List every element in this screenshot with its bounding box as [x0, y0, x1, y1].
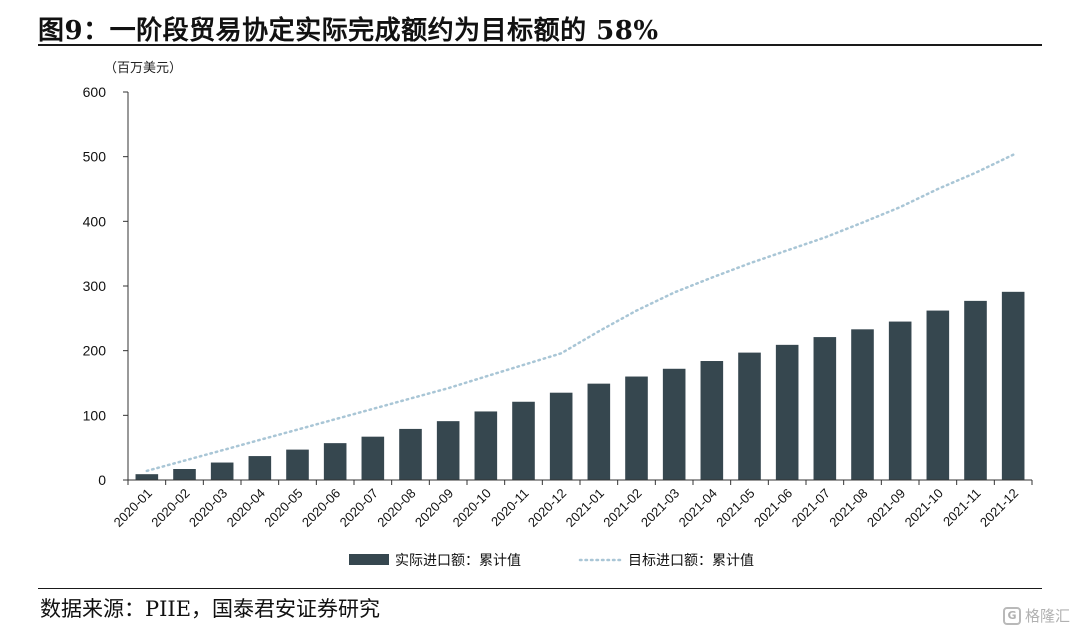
watermark: G 格隆汇 — [1002, 605, 1070, 626]
legend-bar-label: 实际进口额：累计值 — [395, 552, 521, 568]
bar-2020-11 — [512, 401, 535, 480]
x-tick-label: 2021-01 — [563, 486, 607, 530]
bar-2020-02 — [173, 469, 196, 480]
y-axis: 0 100 200 300 400 500 600 — [83, 84, 129, 488]
bar-2020-03 — [210, 462, 234, 480]
x-tick-label: 2020-06 — [299, 486, 343, 530]
legend-bar-swatch — [349, 554, 389, 565]
x-tick-label: 2021-09 — [864, 486, 908, 530]
y-unit-label: （百万美元） — [104, 60, 182, 75]
bar-2021-01 — [587, 383, 611, 480]
bar-2020-04 — [248, 456, 272, 480]
x-tick-label: 2021-07 — [789, 486, 833, 530]
watermark-logo-icon: G — [1002, 606, 1021, 625]
bar-2021-12 — [1001, 291, 1025, 480]
chart-area: （百万美元） 0 100 200 300 400 500 600 2020-01 2020-0… — [0, 46, 1080, 586]
x-tick-label: 2021-02 — [600, 486, 644, 530]
bar-2021-07 — [813, 337, 837, 480]
x-tick-label: 2020-09 — [412, 486, 456, 530]
bar-2020-12 — [549, 392, 573, 480]
y-tick-label: 600 — [83, 84, 107, 100]
bar-2020-06 — [323, 443, 347, 480]
x-tick-label: 2020-08 — [374, 486, 418, 530]
x-tick-label: 2021-11 — [940, 486, 984, 530]
title-bar: 图9：一阶段贸易协定实际完成额约为目标额的 58% — [38, 6, 1042, 46]
bar-2021-03 — [662, 368, 686, 480]
target-line-series — [145, 153, 1015, 473]
bar-2021-09 — [888, 321, 912, 480]
bar-2020-08 — [399, 428, 422, 480]
y-tick-label: 300 — [83, 278, 107, 294]
legend-line-label: 目标进口额：累计值 — [628, 552, 754, 568]
bar-series — [135, 291, 1025, 480]
y-tick-label: 400 — [83, 213, 107, 229]
x-tick-label: 2020-01 — [111, 486, 155, 530]
x-tick-label: 2020-07 — [337, 486, 381, 530]
bar-2020-01 — [135, 474, 159, 480]
x-tick-label: 2021-03 — [638, 486, 682, 530]
watermark-text: 格隆汇 — [1024, 607, 1070, 625]
y-tick-label: 200 — [83, 343, 107, 359]
y-tick-label: 0 — [98, 472, 106, 488]
bar-2021-11 — [964, 300, 987, 480]
x-tick-label: 2020-05 — [261, 486, 305, 530]
x-tick-label: 2020-04 — [224, 486, 268, 530]
bar-2021-02 — [625, 376, 648, 480]
x-tick-label: 2020-12 — [525, 486, 569, 530]
y-tick-label: 500 — [83, 149, 107, 165]
x-tick-label: 2021-04 — [676, 486, 720, 530]
bar-2020-07 — [361, 436, 385, 480]
target-line — [145, 153, 1015, 473]
x-tick-label: 2021-10 — [902, 486, 946, 530]
x-tick-label: 2020-02 — [148, 486, 192, 530]
x-tick-label: 2020-11 — [488, 486, 532, 530]
x-tick-label: 2020-10 — [450, 486, 494, 530]
legend: 实际进口额：累计值 目标进口额：累计值 — [349, 552, 754, 568]
bar-2021-06 — [775, 344, 799, 480]
bar-2021-05 — [738, 352, 761, 480]
bar-2021-08 — [851, 329, 874, 480]
x-tick-label: 2021-05 — [713, 486, 757, 530]
chart-title: 图9：一阶段贸易协定实际完成额约为目标额的 58% — [38, 16, 659, 46]
bar-2020-10 — [474, 411, 498, 480]
bar-2020-09 — [436, 421, 460, 480]
y-tick-label: 100 — [83, 407, 107, 423]
x-tick-label: 2020-03 — [186, 486, 230, 530]
x-tick-label: 2021-06 — [751, 486, 795, 530]
source-note: 数据来源：PIIE，国泰君安证券研究 — [40, 597, 381, 621]
bar-2021-04 — [700, 361, 724, 480]
x-axis: 2020-012020-022020-032020-042020-052020-… — [111, 479, 1033, 530]
footer-divider — [38, 588, 1042, 589]
x-tick-label: 2021-12 — [977, 486, 1021, 530]
bar-2020-05 — [286, 449, 309, 480]
bar-2021-10 — [926, 310, 950, 480]
x-tick-label: 2021-08 — [826, 486, 870, 530]
